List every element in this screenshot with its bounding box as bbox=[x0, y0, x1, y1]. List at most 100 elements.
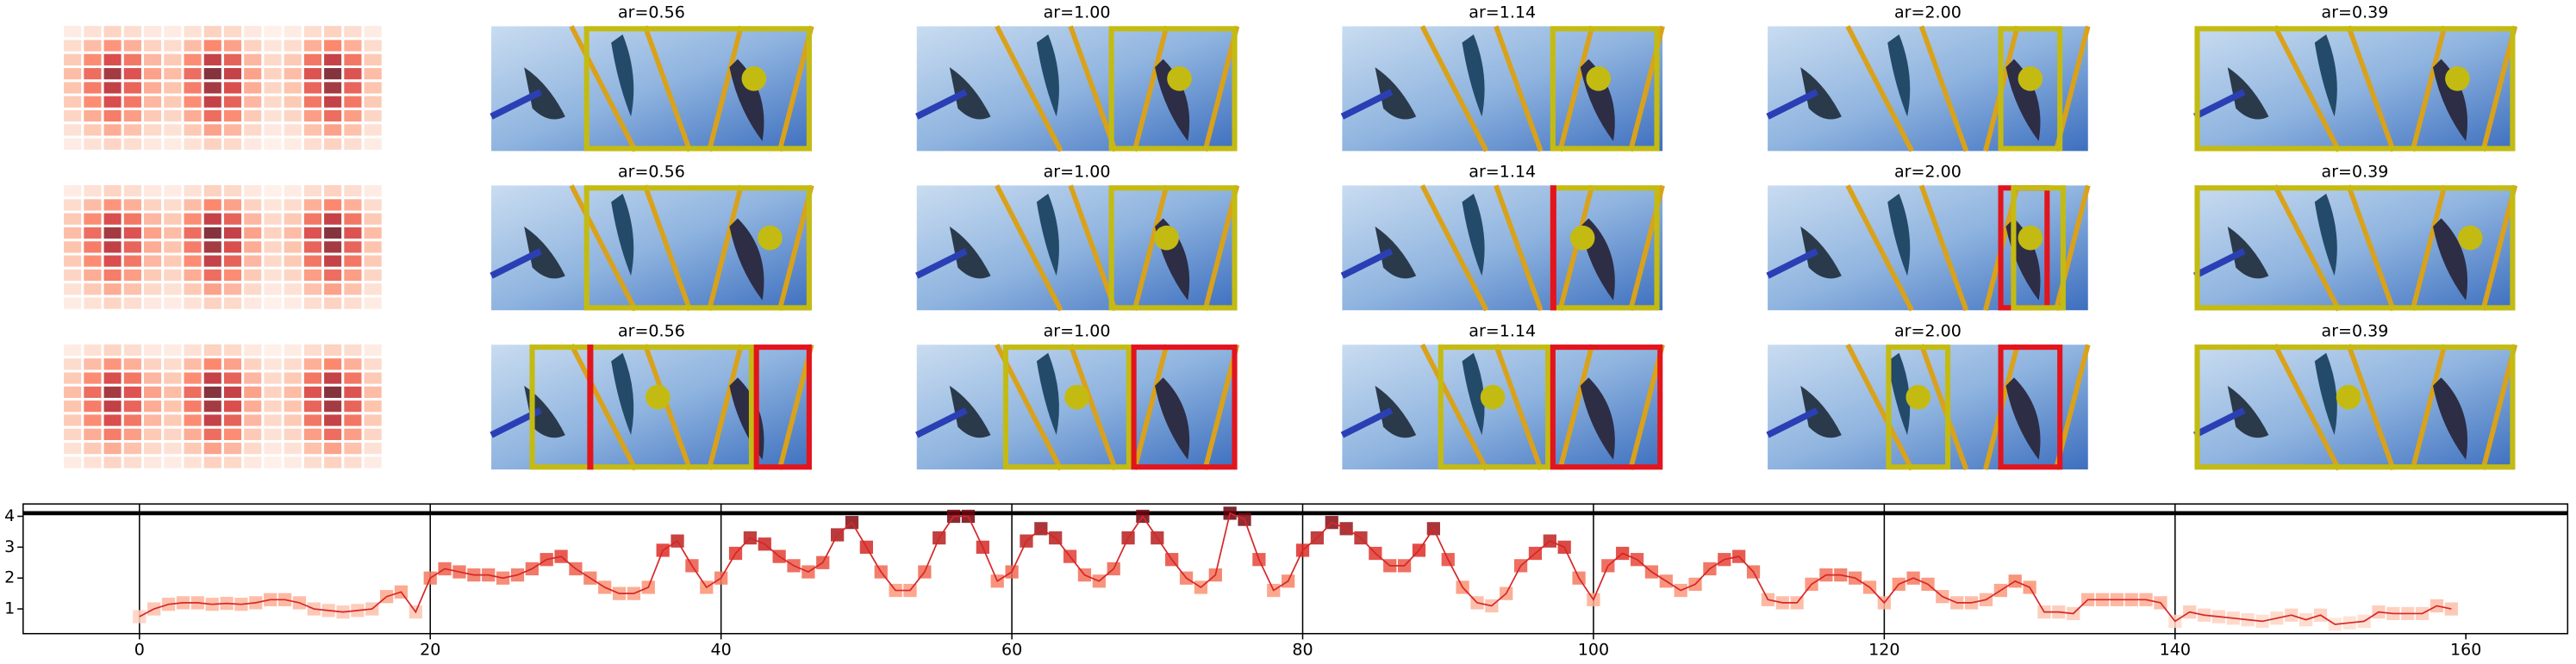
heatmap-cell bbox=[281, 121, 304, 139]
swimmer bbox=[611, 193, 634, 276]
photo bbox=[1340, 25, 1665, 152]
heatmap-cell bbox=[140, 252, 165, 270]
heatmap-cell bbox=[361, 266, 384, 284]
lane-rope bbox=[1918, 25, 1969, 152]
keypoint bbox=[1064, 384, 1089, 410]
x-tick-label: 40 bbox=[711, 640, 732, 659]
heatmap-cell bbox=[181, 121, 204, 139]
heatmap-cell bbox=[121, 412, 145, 429]
heatmap-cell bbox=[121, 121, 145, 139]
heatmap-cell bbox=[281, 252, 304, 270]
heatmap-cell bbox=[121, 356, 145, 373]
heatmap-cell bbox=[261, 79, 284, 96]
lane-rope bbox=[777, 25, 814, 152]
heatmap-cell bbox=[261, 196, 284, 214]
heatmap-cell bbox=[181, 239, 204, 256]
heatmap-cell bbox=[121, 369, 145, 387]
heatmap-cell bbox=[121, 135, 145, 152]
lane-rope bbox=[2410, 25, 2448, 152]
heatmap-cell bbox=[321, 341, 345, 359]
heatmap-cell bbox=[241, 383, 265, 401]
heatmap-cell bbox=[241, 454, 265, 471]
keypoint bbox=[741, 66, 767, 91]
heatmap-cell bbox=[361, 51, 384, 69]
heatmap-cell bbox=[221, 412, 245, 429]
lane-line bbox=[1340, 248, 1394, 279]
heatmap-cell bbox=[140, 454, 165, 471]
panel-title: ar=0.56 bbox=[618, 322, 685, 341]
lane-rope bbox=[642, 184, 693, 312]
heatmap-cell bbox=[201, 398, 224, 415]
photo bbox=[1766, 25, 2091, 152]
heatmap-cell bbox=[221, 51, 245, 69]
heatmap-cell bbox=[301, 196, 325, 214]
heatmap-cell bbox=[101, 383, 124, 401]
heatmap-cell bbox=[81, 252, 104, 270]
x-tick-label: 20 bbox=[420, 640, 440, 659]
panel-title: ar=1.14 bbox=[1469, 322, 1536, 341]
photo bbox=[915, 184, 1240, 312]
heatmap-cell bbox=[241, 266, 265, 284]
lane-rope bbox=[2273, 343, 2342, 471]
lane-rope bbox=[1419, 184, 1489, 312]
swimmer bbox=[1036, 34, 1059, 117]
heatmap-cell bbox=[341, 356, 365, 373]
heatmap-cell bbox=[61, 266, 84, 284]
heatmap-cell bbox=[321, 107, 345, 125]
heatmap-cell bbox=[321, 79, 345, 96]
heatmap-cell bbox=[201, 383, 224, 401]
heatmap-cell bbox=[301, 23, 325, 40]
heatmap-cell bbox=[81, 79, 104, 96]
swimmer bbox=[1887, 34, 1911, 117]
heatmap-cell bbox=[81, 341, 104, 359]
panel-title: ar=2.00 bbox=[1894, 163, 1962, 182]
keypoint bbox=[758, 225, 783, 251]
heatmap-cell bbox=[221, 398, 245, 415]
heatmap-cell bbox=[301, 224, 325, 242]
keypoint bbox=[1586, 66, 1612, 91]
lane-rope bbox=[1419, 343, 1489, 471]
heatmap-cell bbox=[281, 51, 304, 69]
heatmap-cell bbox=[361, 224, 384, 242]
heatmap-cell bbox=[81, 369, 104, 387]
heatmap-cell bbox=[241, 239, 265, 256]
lane-line bbox=[915, 248, 968, 279]
heatmap-cell bbox=[181, 398, 204, 415]
bbox bbox=[1108, 26, 1238, 152]
heatmap-cell bbox=[81, 239, 104, 256]
heatmap-cell bbox=[101, 281, 124, 298]
heatmap-cell bbox=[121, 295, 145, 312]
heatmap-cell bbox=[201, 107, 224, 125]
photo bbox=[2192, 184, 2518, 312]
heatmap-cell bbox=[101, 65, 124, 83]
heatmap-cell bbox=[140, 369, 165, 387]
heatmap-cell bbox=[221, 93, 245, 110]
y-tick-label: 1 bbox=[4, 599, 15, 618]
swimmer bbox=[2314, 193, 2337, 276]
lane-line bbox=[1766, 248, 1818, 279]
heatmap-cell bbox=[221, 439, 245, 457]
heatmap-cell bbox=[140, 281, 165, 298]
heatmap-cell bbox=[361, 383, 384, 401]
heatmap-cell bbox=[241, 224, 265, 242]
heatmap-cell bbox=[201, 239, 224, 256]
bbox bbox=[1886, 344, 1951, 470]
heatmap-cell bbox=[221, 37, 245, 54]
heatmap-cell bbox=[361, 93, 384, 110]
heatmap-cell bbox=[261, 239, 284, 256]
heatmap-cell bbox=[201, 121, 224, 139]
bbox bbox=[1131, 344, 1238, 470]
lane-line bbox=[2192, 407, 2246, 438]
heatmap-cell bbox=[101, 23, 124, 40]
heatmap-cell bbox=[321, 93, 345, 110]
lane-rope bbox=[1202, 25, 1240, 152]
swimmer bbox=[1155, 377, 1190, 460]
bbox bbox=[1550, 185, 1556, 311]
heatmap-cell bbox=[321, 281, 345, 298]
lane-line bbox=[915, 89, 968, 120]
heatmap-cell bbox=[181, 266, 204, 284]
heatmap-cell bbox=[281, 224, 304, 242]
heatmap-cell bbox=[181, 224, 204, 242]
heatmap-cell bbox=[81, 182, 104, 200]
bbox bbox=[1998, 26, 2063, 152]
